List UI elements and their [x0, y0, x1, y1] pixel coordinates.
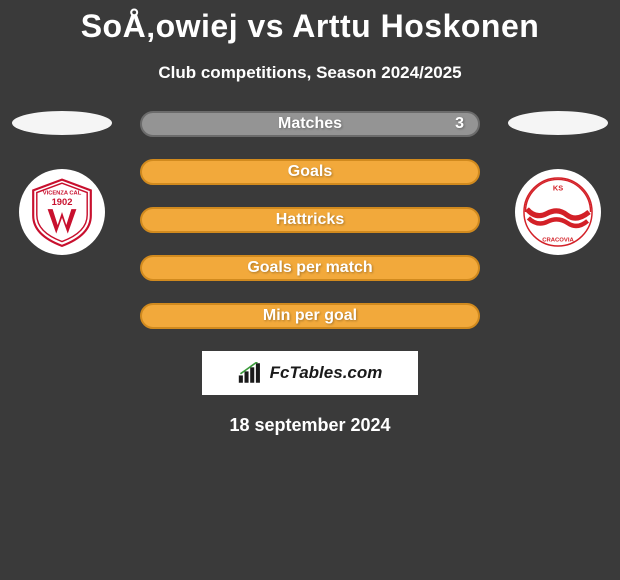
- stat-bars: Matches 3 Goals Hattricks Goals per matc…: [140, 111, 480, 329]
- right-club-crest: KS CRACOVIA: [515, 169, 601, 255]
- date-text: 18 september 2024: [0, 415, 620, 436]
- stat-label: Min per goal: [263, 307, 357, 325]
- stat-bar-min-per-goal: Min per goal: [140, 303, 480, 329]
- stat-label: Goals: [288, 163, 332, 181]
- stat-bar-hattricks: Hattricks: [140, 207, 480, 233]
- page-title: SoÅ‚owiej vs Arttu Hoskonen: [0, 0, 620, 45]
- svg-text:VICENZA CAL: VICENZA CAL: [43, 191, 82, 197]
- svg-text:KS: KS: [553, 184, 563, 193]
- stat-value: 3: [455, 115, 464, 133]
- stat-bar-matches: Matches 3: [140, 111, 480, 137]
- left-side: VICENZA CAL 1902: [12, 111, 112, 255]
- bars-icon: [238, 362, 264, 384]
- stat-bar-goals-per-match: Goals per match: [140, 255, 480, 281]
- svg-text:CRACOVIA: CRACOVIA: [542, 238, 574, 244]
- cracovia-logo-icon: KS CRACOVIA: [521, 175, 595, 249]
- subtitle: Club competitions, Season 2024/2025: [0, 63, 620, 83]
- right-side: KS CRACOVIA: [508, 111, 608, 255]
- stat-label: Goals per match: [247, 259, 372, 277]
- stat-label: Hattricks: [276, 211, 344, 229]
- right-player-oval: [508, 111, 608, 135]
- svg-text:1902: 1902: [52, 197, 73, 207]
- left-club-crest: VICENZA CAL 1902: [19, 169, 105, 255]
- fctables-logo[interactable]: FcTables.com: [202, 351, 418, 395]
- comparison-panel: VICENZA CAL 1902 Matches 3 Goals Hattric…: [0, 111, 620, 329]
- stat-bar-goals: Goals: [140, 159, 480, 185]
- left-player-oval: [12, 111, 112, 135]
- logo-text: FcTables.com: [270, 363, 383, 383]
- vicenza-logo-icon: VICENZA CAL 1902: [26, 176, 98, 248]
- stat-label: Matches: [278, 115, 342, 133]
